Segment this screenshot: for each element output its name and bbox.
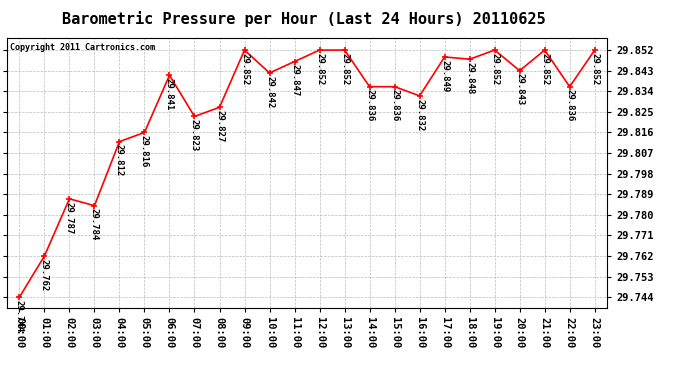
- Text: 29.848: 29.848: [465, 62, 474, 94]
- Text: 29.832: 29.832: [415, 99, 424, 131]
- Text: 29.816: 29.816: [140, 135, 149, 168]
- Text: 29.823: 29.823: [190, 119, 199, 152]
- Text: 29.762: 29.762: [40, 259, 49, 291]
- Text: 29.836: 29.836: [390, 90, 399, 122]
- Text: 29.852: 29.852: [315, 53, 324, 85]
- Text: 29.842: 29.842: [265, 76, 274, 108]
- Text: 29.852: 29.852: [240, 53, 249, 85]
- Text: 29.852: 29.852: [590, 53, 599, 85]
- Text: 29.836: 29.836: [365, 90, 374, 122]
- Text: 29.827: 29.827: [215, 110, 224, 142]
- Text: 29.852: 29.852: [490, 53, 499, 85]
- Text: 29.812: 29.812: [115, 144, 124, 177]
- Text: Barometric Pressure per Hour (Last 24 Hours) 20110625: Barometric Pressure per Hour (Last 24 Ho…: [62, 11, 545, 27]
- Text: 29.841: 29.841: [165, 78, 174, 110]
- Text: 29.784: 29.784: [90, 209, 99, 241]
- Text: 29.847: 29.847: [290, 64, 299, 96]
- Text: 29.849: 29.849: [440, 60, 449, 92]
- Text: 29.787: 29.787: [65, 202, 74, 234]
- Text: 29.744: 29.744: [15, 300, 24, 332]
- Text: 29.836: 29.836: [565, 90, 574, 122]
- Text: 29.852: 29.852: [340, 53, 349, 85]
- Text: Copyright 2011 Cartronics.com: Copyright 2011 Cartronics.com: [10, 43, 155, 52]
- Text: 29.843: 29.843: [515, 74, 524, 106]
- Text: 29.852: 29.852: [540, 53, 549, 85]
